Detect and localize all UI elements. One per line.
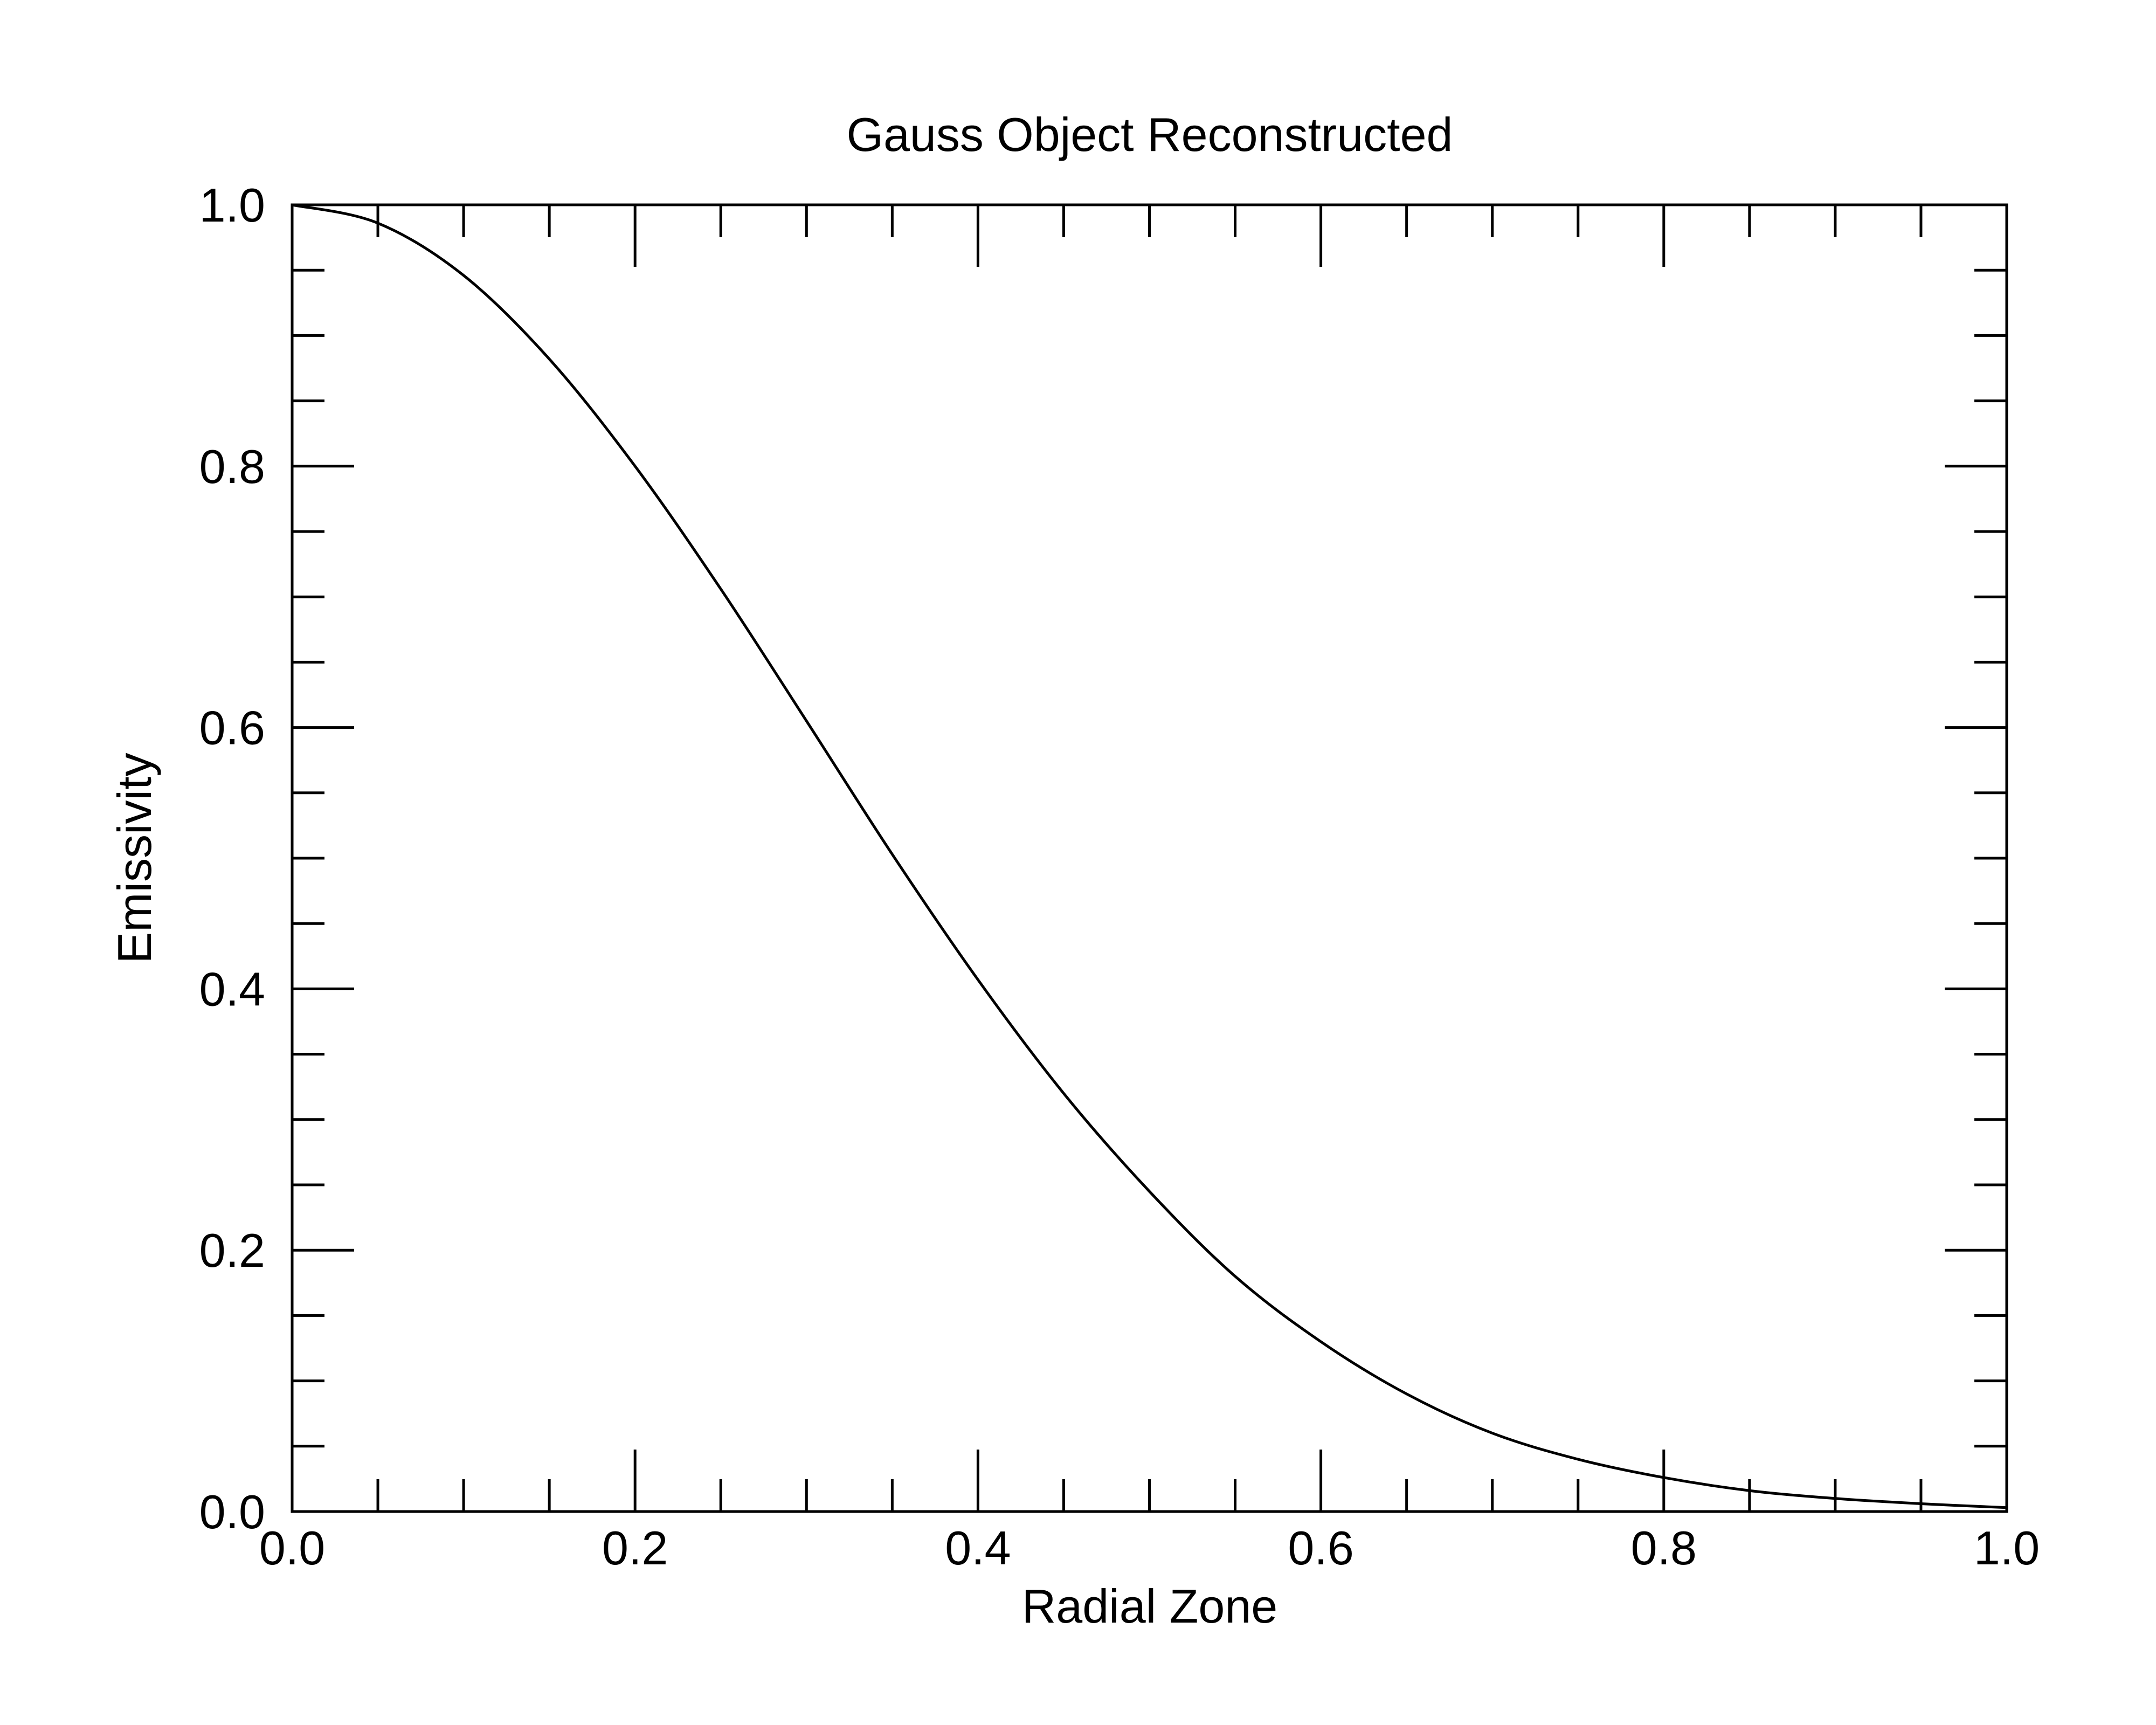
chart-title: Gauss Object Reconstructed — [847, 108, 1453, 161]
x-axis-label: Radial Zone — [1022, 1579, 1278, 1633]
y-tick-label: 0.8 — [199, 440, 265, 493]
y-tick-label: 0.6 — [199, 701, 265, 755]
x-tick-label: 1.0 — [1974, 1521, 2040, 1575]
x-tick-label: 0.8 — [1631, 1521, 1697, 1575]
y-tick-label: 0.0 — [199, 1485, 265, 1538]
y-tick-label: 0.2 — [199, 1224, 265, 1277]
plot-frame — [291, 203, 2008, 1513]
x-tick-label: 0.2 — [602, 1521, 668, 1575]
x-tick-label: 0.6 — [1288, 1521, 1353, 1575]
y-tick-label: 0.4 — [199, 962, 265, 1016]
axis-ticks — [291, 203, 2008, 1513]
tick-labels: 0.0 0.2 0.4 0.6 0.8 1.0 0.0 0.2 0.4 0.6 0.8 1.0 — [199, 178, 2040, 1575]
y-axis-label: Emissivity — [108, 753, 161, 963]
x-tick-label: 0.4 — [945, 1521, 1011, 1575]
series-line — [292, 203, 2007, 1509]
series-group — [292, 203, 2007, 1509]
y-tick-label: 1.0 — [199, 178, 265, 232]
x-tick-label: 0.0 — [259, 1521, 325, 1575]
